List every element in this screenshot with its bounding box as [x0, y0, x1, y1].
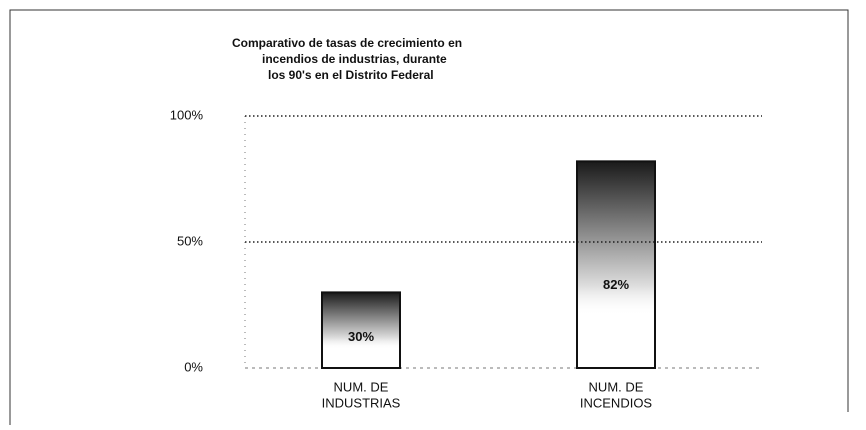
x-tick-label: INCENDIOS: [580, 395, 653, 410]
y-tick-label: 50%: [177, 233, 203, 248]
frame: [9, 9, 849, 425]
chart-title: Comparativo de tasas de crecimiento en: [232, 36, 462, 50]
bar: [576, 160, 656, 369]
x-tick-label: NUM. DE: [589, 379, 644, 394]
chart-title: incendios de industrias, durante: [262, 52, 447, 66]
x-tick-label: NUM. DE: [334, 379, 389, 394]
data-label: 30%: [348, 329, 374, 344]
x-tick-label: INDUSTRIAS: [322, 395, 401, 410]
bar: [321, 291, 401, 369]
chart-title: los 90's en el Distrito Federal: [268, 68, 434, 82]
y-tick-label: 0%: [184, 359, 203, 374]
data-label: 82%: [603, 277, 629, 292]
y-tick-label: 100%: [170, 107, 204, 122]
